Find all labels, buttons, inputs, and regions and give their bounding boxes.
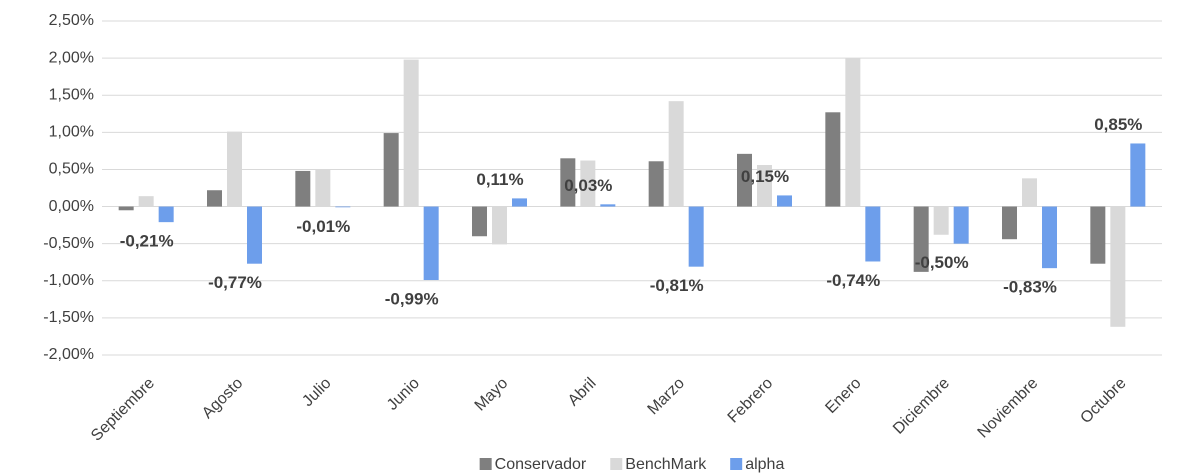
- x-tick-label: Enero: [822, 375, 864, 417]
- y-tick-label: -1,00%: [43, 272, 94, 289]
- legend-label: Conservador: [495, 456, 587, 473]
- bar: [668, 101, 684, 207]
- bar: [383, 133, 399, 207]
- data-label: 0,85%: [1094, 115, 1142, 134]
- bar: [600, 204, 616, 207]
- legend-label: alpha: [745, 456, 784, 473]
- x-tick-label: Julio: [299, 375, 334, 410]
- bar: [560, 158, 576, 207]
- x-tick-label: Septiembre: [88, 375, 158, 445]
- x-tick-label: Febrero: [725, 375, 777, 427]
- bar: [295, 170, 311, 207]
- y-tick-label: 1,00%: [49, 124, 94, 141]
- bar: [1022, 178, 1037, 207]
- data-label: 0,15%: [741, 167, 789, 186]
- data-label: -0,01%: [296, 217, 350, 236]
- bar: [403, 59, 419, 207]
- y-tick-label: -2,00%: [43, 346, 94, 363]
- bar: [777, 195, 792, 207]
- data-label: -0,21%: [120, 232, 174, 251]
- bar: [472, 206, 487, 237]
- y-tick-label: 0,50%: [49, 161, 94, 178]
- bar: [315, 169, 331, 207]
- bar: [825, 112, 841, 207]
- legend-label: BenchMark: [625, 456, 707, 473]
- bar: [227, 131, 242, 207]
- bar: [688, 206, 704, 267]
- legend-swatch: [610, 458, 623, 470]
- data-label: 0,03%: [564, 176, 612, 195]
- bar: [648, 161, 664, 207]
- legend-swatch: [730, 458, 743, 470]
- bar: [737, 153, 752, 207]
- y-tick-label: 2,50%: [49, 12, 94, 29]
- legend: Conservador BenchMark alpha: [479, 456, 784, 473]
- bar: [913, 206, 929, 272]
- data-label: -0,50%: [915, 253, 969, 272]
- x-tick-label: Diciembre: [890, 375, 953, 438]
- y-tick-label: -0,50%: [43, 235, 94, 252]
- y-tick-label: -1,50%: [43, 309, 94, 326]
- data-label: 0,11%: [476, 170, 523, 189]
- bar: [118, 206, 134, 211]
- bar: [512, 198, 527, 207]
- bar: [1042, 206, 1057, 269]
- legend-swatch: [479, 458, 492, 470]
- data-label: -0,81%: [650, 276, 704, 295]
- y-tick-label: 1,50%: [49, 86, 94, 103]
- bar: [580, 160, 596, 207]
- y-tick-label: 2,00%: [49, 49, 94, 66]
- x-tick-label: Mayo: [472, 375, 512, 415]
- x-tick-label: Octubre: [1077, 375, 1129, 427]
- data-label: -0,74%: [826, 271, 880, 290]
- bar: [953, 206, 969, 244]
- bar: [138, 196, 154, 207]
- y-tick-label: 0,00%: [49, 198, 94, 215]
- x-tick-label: Junio: [384, 375, 423, 414]
- bar: [1002, 206, 1017, 240]
- bar: [1130, 143, 1146, 207]
- bar: [423, 206, 439, 281]
- bar: [1110, 206, 1126, 327]
- bar: [933, 206, 949, 235]
- bar: [1090, 206, 1106, 264]
- data-label: -0,77%: [208, 273, 262, 292]
- x-tick-label: Noviembre: [975, 375, 1042, 442]
- x-tick-label: Marzo: [645, 375, 689, 419]
- data-label: -0,83%: [1003, 278, 1057, 297]
- bar: [492, 206, 507, 245]
- bar: [757, 164, 772, 207]
- data-label: -0,99%: [385, 290, 439, 309]
- x-tick-label: Abril: [565, 375, 600, 410]
- x-tick-label: Agosto: [199, 375, 246, 422]
- bar: [865, 206, 881, 262]
- bar: [207, 190, 222, 207]
- bar: [845, 58, 861, 207]
- bar: [335, 206, 351, 208]
- bar: [247, 206, 262, 264]
- bar: [158, 206, 174, 223]
